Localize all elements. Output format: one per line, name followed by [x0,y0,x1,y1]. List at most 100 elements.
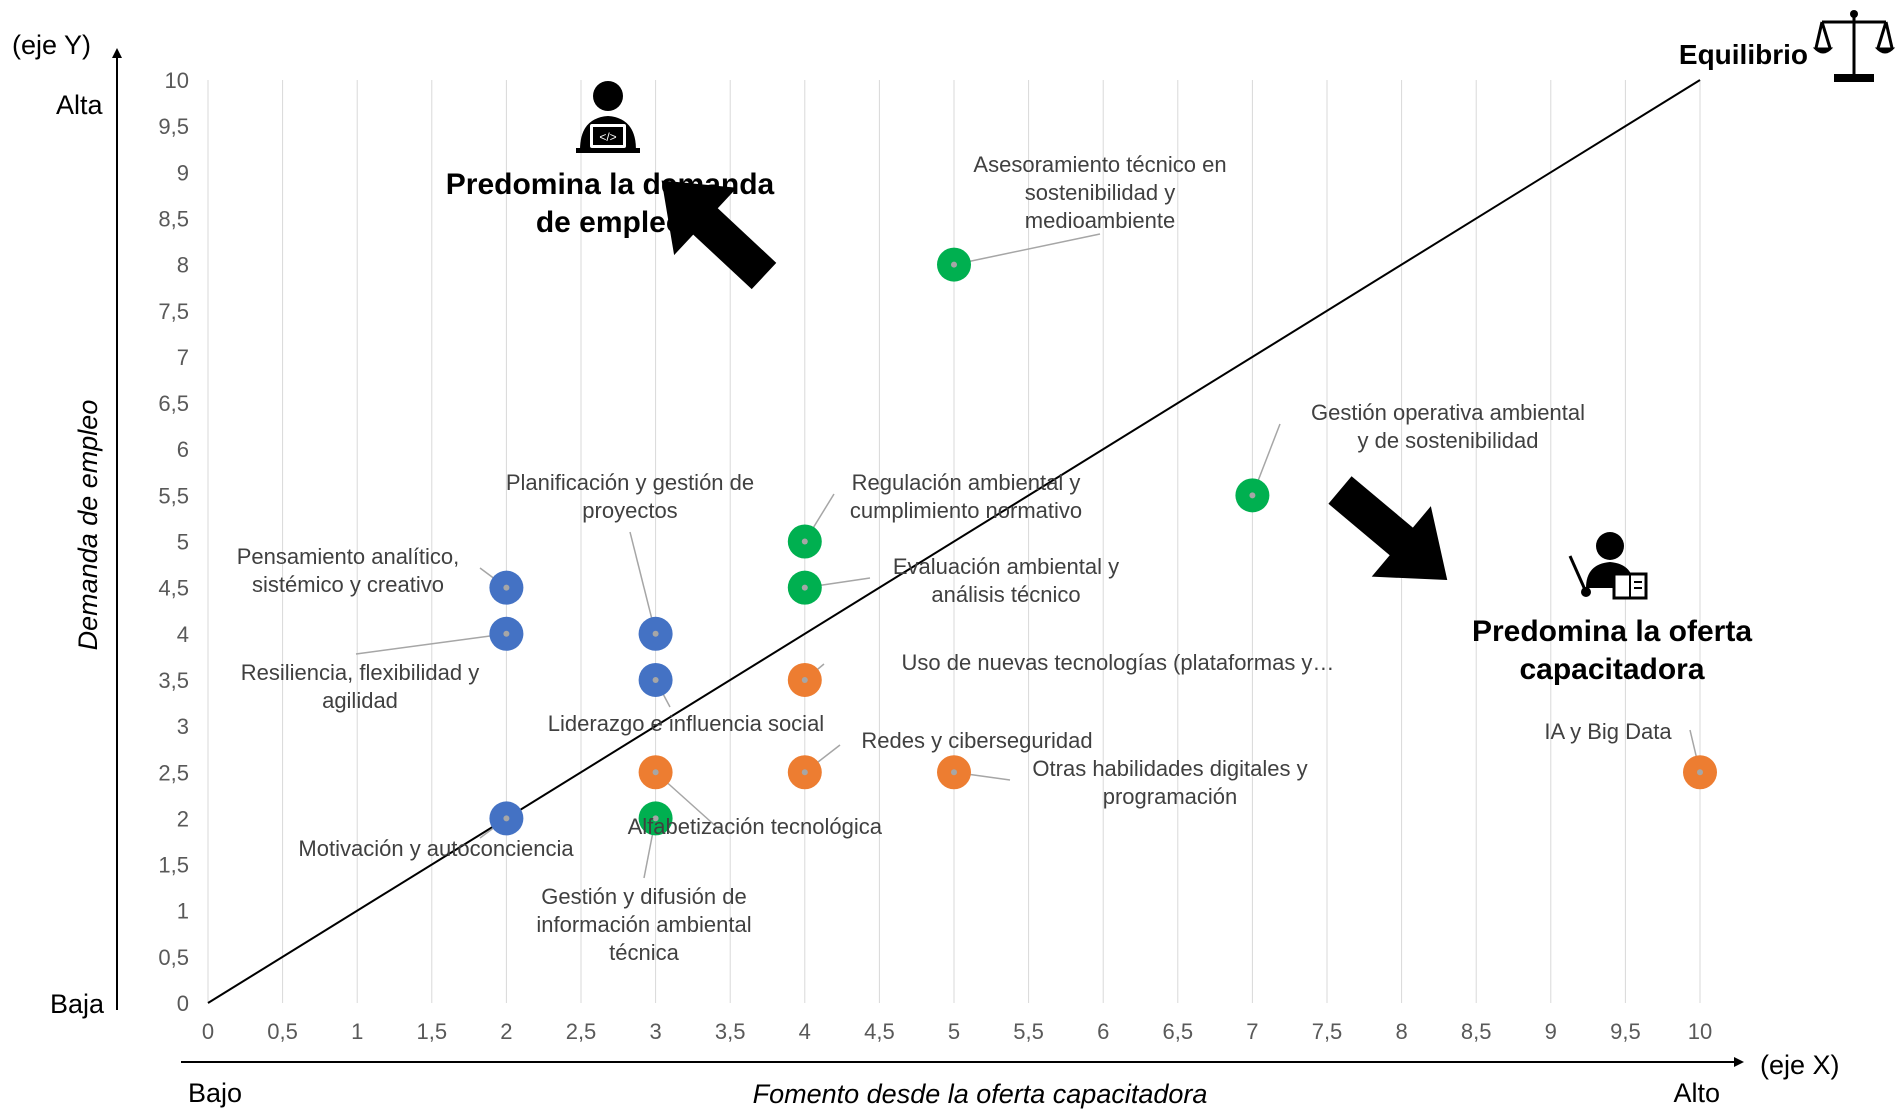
region-demand-line-1: Predomina la demanda [446,168,775,201]
y-tick-label: 6 [177,437,189,462]
x-tick-label: 4,5 [864,1019,895,1044]
data-point-center [653,769,659,775]
y-tick-label: 5 [177,530,189,555]
y-tick-label: 2,5 [158,760,189,785]
region-demand-line-2: de empleo [536,206,684,239]
teacher-icon [1570,532,1646,598]
data-point-center [503,631,509,637]
y-tick-label: 4 [177,622,189,647]
y-tick-label: 10 [165,68,189,93]
data-point-center [802,677,808,683]
point-label: cumplimiento normativo [850,498,1082,523]
y-tick-label: 0 [177,991,189,1016]
x-tick-label: 8 [1395,1019,1407,1044]
x-tick-label: 9 [1545,1019,1557,1044]
x-tick-labels: 0 0,5 1 1,5 2 2,5 3 3,5 4 4,5 5 5,5 6 6,5 7 7,5 8 8,5 9 9,5… [202,1019,1712,1044]
y-tick-label: 7,5 [158,299,189,324]
data-point-center [653,631,659,637]
point-label: Otras habilidades digitales y [1032,756,1307,781]
y-tick-label: 2 [177,806,189,831]
x-axis-name: (eje X) [1760,1050,1840,1080]
y-tick-label: 8 [177,253,189,278]
x-tick-label: 3,5 [715,1019,746,1044]
x-axis-label: Fomento desde la oferta capacitadora [753,1079,1208,1109]
point-label: sostenibilidad y [1025,180,1175,205]
point-label: Motivación y autoconciencia [298,836,574,861]
point-label: Alfabetización tecnológica [628,814,883,839]
data-point-center [1697,769,1703,775]
data-point-center [951,769,957,775]
data-point-center [802,585,808,591]
point-label: Redes y ciberseguridad [861,728,1092,753]
x-tick-label: 5,5 [1013,1019,1044,1044]
x-axis-low-label: Bajo [188,1078,242,1108]
y-tick-labels: 0 0,5 1 1,5 2 2,5 3 3,5 4 4,5 5 5,5 6 6,5 7 7,5 8 8,5 9 9,5… [158,68,189,1016]
x-tick-label: 9,5 [1610,1019,1641,1044]
point-label: Asesoramiento técnico en [973,152,1226,177]
x-tick-label: 5 [948,1019,960,1044]
x-tick-label: 2,5 [566,1019,597,1044]
data-point-center [503,815,509,821]
point-label: Liderazgo e influencia social [548,711,824,736]
point-label: Gestión operativa ambiental [1311,400,1585,425]
y-tick-label: 8,5 [158,206,189,231]
x-tick-label: 6 [1097,1019,1109,1044]
leader-line [954,234,1100,265]
point-label: Gestión y difusión de [541,884,746,909]
point-label: técnica [609,940,679,965]
y-tick-label: 3 [177,714,189,739]
x-tick-label: 0,5 [267,1019,298,1044]
y-tick-label: 9,5 [158,114,189,139]
x-tick-label: 4 [799,1019,811,1044]
point-label: IA y Big Data [1544,719,1672,744]
x-tick-label: 1 [351,1019,363,1044]
point-label: Regulación ambiental y [852,470,1081,495]
data-point-center [653,677,659,683]
programmer-icon: </> [576,81,640,153]
x-axis-high-label: Alto [1673,1078,1720,1108]
point-label: medioambiente [1025,208,1175,233]
y-tick-label: 3,5 [158,668,189,693]
point-label: Planificación y gestión de [506,470,754,495]
data-point-center [802,769,808,775]
x-tick-label: 7 [1246,1019,1258,1044]
equilibrium-label: Equilibrio [1679,39,1808,70]
data-point-center [802,539,808,545]
supply-arrow [1310,455,1476,615]
data-point-center [951,262,957,268]
point-label: análisis técnico [931,582,1080,607]
x-tick-label: 0 [202,1019,214,1044]
y-tick-label: 4,5 [158,576,189,601]
point-label: programación [1103,784,1238,809]
leader-line [356,634,506,654]
x-tick-label: 7,5 [1312,1019,1343,1044]
y-tick-label: 6,5 [158,391,189,416]
x-tick-label: 6,5 [1163,1019,1194,1044]
y-tick-label: 1,5 [158,853,189,878]
point-label: información ambiental [536,912,751,937]
y-axis-high-label: Alta [56,90,104,120]
y-tick-label: 7 [177,345,189,370]
x-tick-label: 10 [1688,1019,1712,1044]
point-label: y de sostenibilidad [1357,428,1538,453]
point-label: sistémico y creativo [252,572,444,597]
y-axis-low-label: Baja [50,989,105,1019]
svg-text:</>: </> [599,130,616,144]
x-tick-label: 3 [649,1019,661,1044]
y-axis-label: Demanda de empleo [73,400,103,651]
region-supply-line-1: Predomina la oferta [1472,615,1752,648]
point-label: agilidad [322,688,398,713]
region-supply-line-2: capacitadora [1519,653,1704,686]
point-label: Evaluación ambiental y [893,554,1119,579]
y-tick-label: 5,5 [158,483,189,508]
x-tick-label: 1,5 [417,1019,448,1044]
point-label: proyectos [582,498,677,523]
data-point-center [503,585,509,591]
point-label: Pensamiento analítico, [237,544,460,569]
y-tick-label: 1 [177,899,189,924]
y-tick-label: 0,5 [158,945,189,970]
x-tick-label: 8,5 [1461,1019,1492,1044]
balance-scale-icon [1814,10,1894,82]
point-label: Uso de nuevas tecnologías (plataformas y… [902,650,1335,675]
